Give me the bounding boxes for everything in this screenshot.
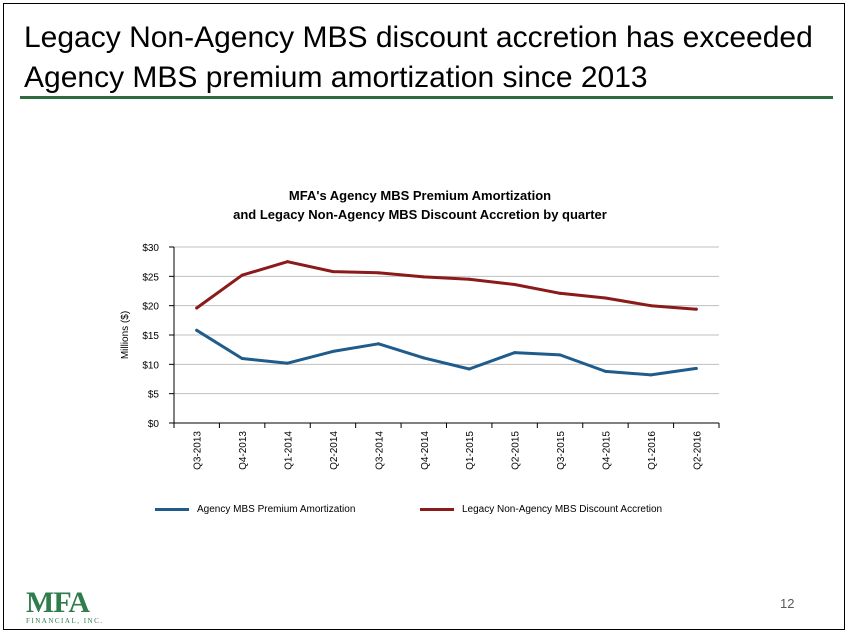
data-point bbox=[513, 283, 517, 287]
x-tick-label: Q4-2014 bbox=[420, 431, 431, 470]
x-tick-label: Q3-2014 bbox=[374, 431, 385, 470]
data-point bbox=[558, 353, 562, 357]
slide bbox=[3, 3, 845, 630]
x-tick-label: Q3-2015 bbox=[556, 431, 567, 470]
data-point bbox=[649, 373, 653, 377]
data-point bbox=[240, 356, 244, 360]
y-tick-label: $10 bbox=[142, 360, 159, 371]
series-line-2 bbox=[195, 260, 698, 311]
data-point bbox=[422, 356, 426, 360]
legend-item-2: Legacy Non-Agency MBS Discount Accretion bbox=[420, 501, 662, 517]
slide-title-line-2: Agency MBS premium amortization since 20… bbox=[24, 61, 648, 94]
logo-subtitle: FINANCIAL, INC. bbox=[26, 617, 104, 625]
title-divider bbox=[20, 96, 833, 99]
series-line-1 bbox=[195, 328, 698, 377]
y-tick-label: $15 bbox=[142, 331, 159, 342]
chart-title-line-1: MFA's Agency MBS Premium Amortization bbox=[288, 188, 552, 203]
y-tick-label: $25 bbox=[142, 272, 159, 283]
x-tick-label: Q2-2016 bbox=[692, 431, 703, 470]
slide-title: Legacy Non-Agency MBS discount accretion… bbox=[24, 18, 824, 98]
x-tick-label: Q1-2015 bbox=[465, 431, 476, 470]
data-point bbox=[195, 306, 199, 310]
data-point bbox=[467, 367, 471, 371]
y-tick-label: $5 bbox=[148, 390, 160, 401]
chart-legend: Agency MBS Premium Amortization Legacy No… bbox=[0, 501, 850, 517]
data-point bbox=[286, 361, 290, 365]
legend-label: Legacy Non-Agency MBS Discount Accretion bbox=[462, 503, 663, 515]
x-tick-label: Q1-2014 bbox=[284, 431, 295, 470]
data-point bbox=[422, 275, 426, 279]
data-point bbox=[603, 296, 607, 300]
y-tick-label: $20 bbox=[142, 302, 159, 313]
x-tick-label: Q1-2016 bbox=[647, 431, 658, 470]
data-point bbox=[376, 271, 380, 275]
data-point bbox=[558, 291, 562, 295]
x-tick-label: Q2-2015 bbox=[511, 431, 522, 470]
data-point bbox=[286, 260, 290, 264]
data-point bbox=[513, 351, 517, 355]
x-tick-label: Q4-2013 bbox=[238, 431, 249, 470]
x-tick-label: Q3-2013 bbox=[193, 431, 204, 470]
legend-swatch bbox=[420, 507, 454, 511]
data-point bbox=[603, 369, 607, 373]
legend-label: Agency MBS Premium Amortization bbox=[197, 503, 356, 515]
chart-title-line-2: and Legacy Non-Agency MBS Discount Accre… bbox=[233, 207, 607, 222]
legend-swatch bbox=[155, 507, 189, 511]
data-point bbox=[649, 304, 653, 308]
mfa-logo: MFA FINANCIAL, INC. bbox=[26, 586, 104, 626]
y-tick-label: $0 bbox=[148, 419, 160, 430]
data-point bbox=[331, 349, 335, 353]
data-point bbox=[331, 270, 335, 274]
line-chart: $0 $5 $10 $15 $20 $25 $30 Q3-2013 Q4-2013 Q1-2014… bbox=[120, 243, 720, 470]
data-point bbox=[694, 366, 698, 370]
data-point bbox=[467, 277, 471, 281]
x-tick-label: Q4-2015 bbox=[601, 431, 612, 470]
y-tick-label: $30 bbox=[142, 243, 159, 254]
x-tick-label: Q2-2014 bbox=[329, 431, 340, 470]
y-axis-label: Millions ($) bbox=[120, 311, 131, 359]
legend-item-1: Agency MBS Premium Amortization bbox=[155, 501, 355, 517]
data-point bbox=[195, 328, 199, 332]
data-point bbox=[240, 273, 244, 277]
chart-title: MFA's Agency MBS Premium Amortization an… bbox=[120, 186, 720, 224]
data-point bbox=[694, 307, 698, 311]
slide-title-line-1: Legacy Non-Agency MBS discount accretion… bbox=[24, 21, 813, 54]
page-number: 12 bbox=[780, 596, 795, 611]
logo-mark: MFA bbox=[26, 586, 90, 619]
data-point bbox=[376, 342, 380, 346]
